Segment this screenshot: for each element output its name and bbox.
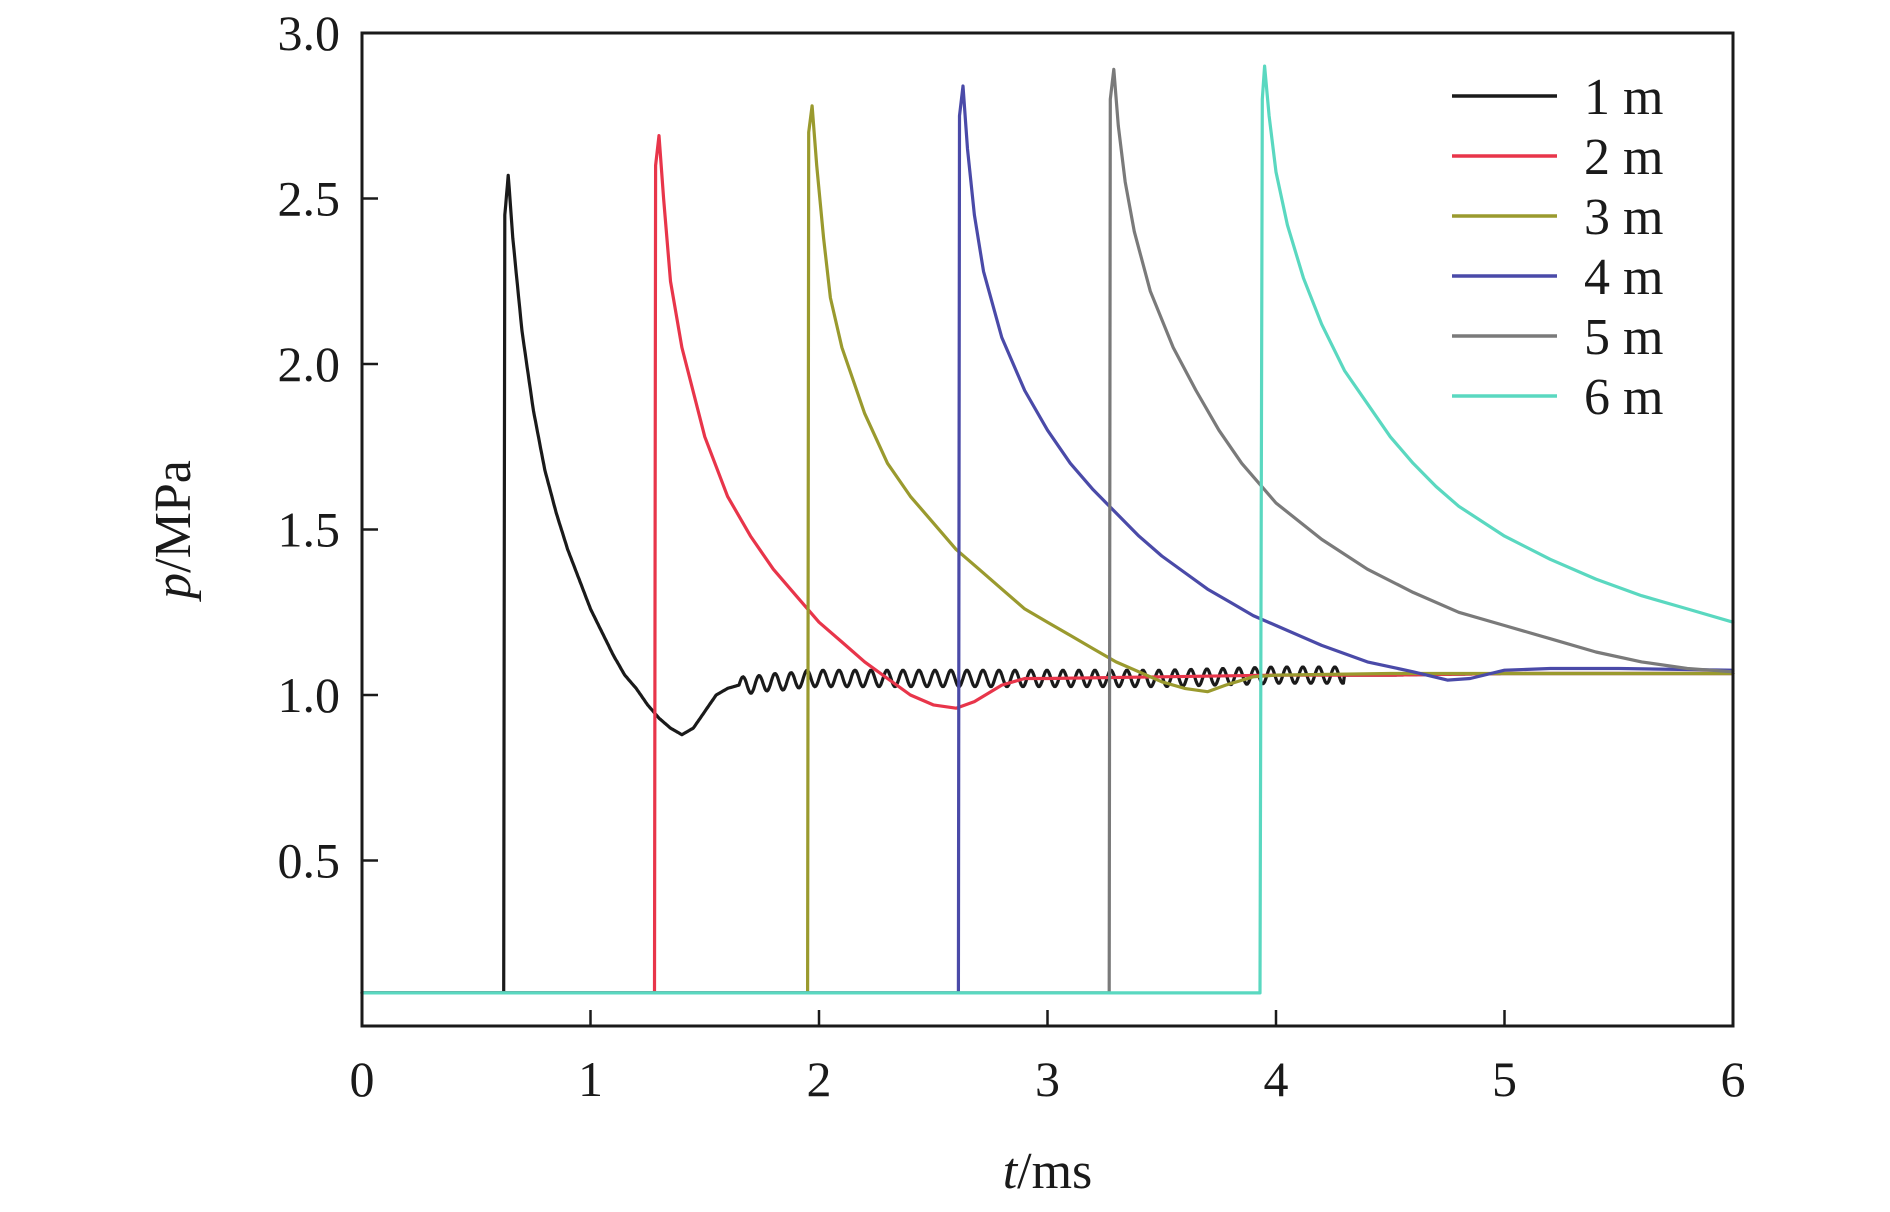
x-tick-label: 3 (1035, 1051, 1060, 1107)
legend-label: 5 m (1584, 309, 1663, 366)
series-line-6 (360, 64, 1735, 995)
y-tick-label: 2.0 (278, 336, 341, 392)
series-line-2 (360, 134, 1735, 995)
plot-frame (360, 31, 1735, 1028)
legend-label: 1 m (1584, 69, 1663, 126)
y-axis-label-symbol: p (145, 573, 202, 603)
y-axis-label: p/MPa (145, 460, 202, 603)
x-axis-label-symbol: t (1003, 1143, 1019, 1200)
series-line-1 (360, 173, 1735, 995)
legend-label: 4 m (1584, 249, 1663, 306)
x-tick-label: 5 (1492, 1051, 1517, 1107)
y-tick-label: 0.5 (278, 833, 341, 889)
x-tick-label: 0 (350, 1051, 375, 1107)
legend: 1 m2 m3 m4 m5 m6 m (1452, 69, 1663, 426)
series-line-5 (360, 67, 1735, 995)
x-axis-label-unit: /ms (1017, 1143, 1092, 1200)
legend-label: 6 m (1584, 369, 1663, 426)
y-tick-label: 1.5 (278, 502, 341, 558)
series-line-3 (360, 104, 1735, 995)
y-tick-label: 3.0 (278, 5, 341, 61)
x-tick-label: 1 (578, 1051, 603, 1107)
ticks-layer: 0 1 2 3 4 5 6 0.5 1.0 1.5 2.0 2.5 3.0 (278, 5, 1746, 1107)
x-tick-label: 6 (1721, 1051, 1746, 1107)
legend-label: 2 m (1584, 129, 1663, 186)
series-line-4 (360, 84, 1735, 995)
series-layer (360, 64, 1735, 995)
x-tick-label: 2 (807, 1051, 832, 1107)
y-tick-label: 2.5 (278, 171, 341, 227)
x-tick-label: 4 (1264, 1051, 1289, 1107)
y-axis-label-unit: /MPa (145, 460, 202, 573)
legend-label: 3 m (1584, 189, 1663, 246)
x-axis-label: t/ms (1003, 1143, 1093, 1200)
y-tick-label: 1.0 (278, 667, 341, 723)
